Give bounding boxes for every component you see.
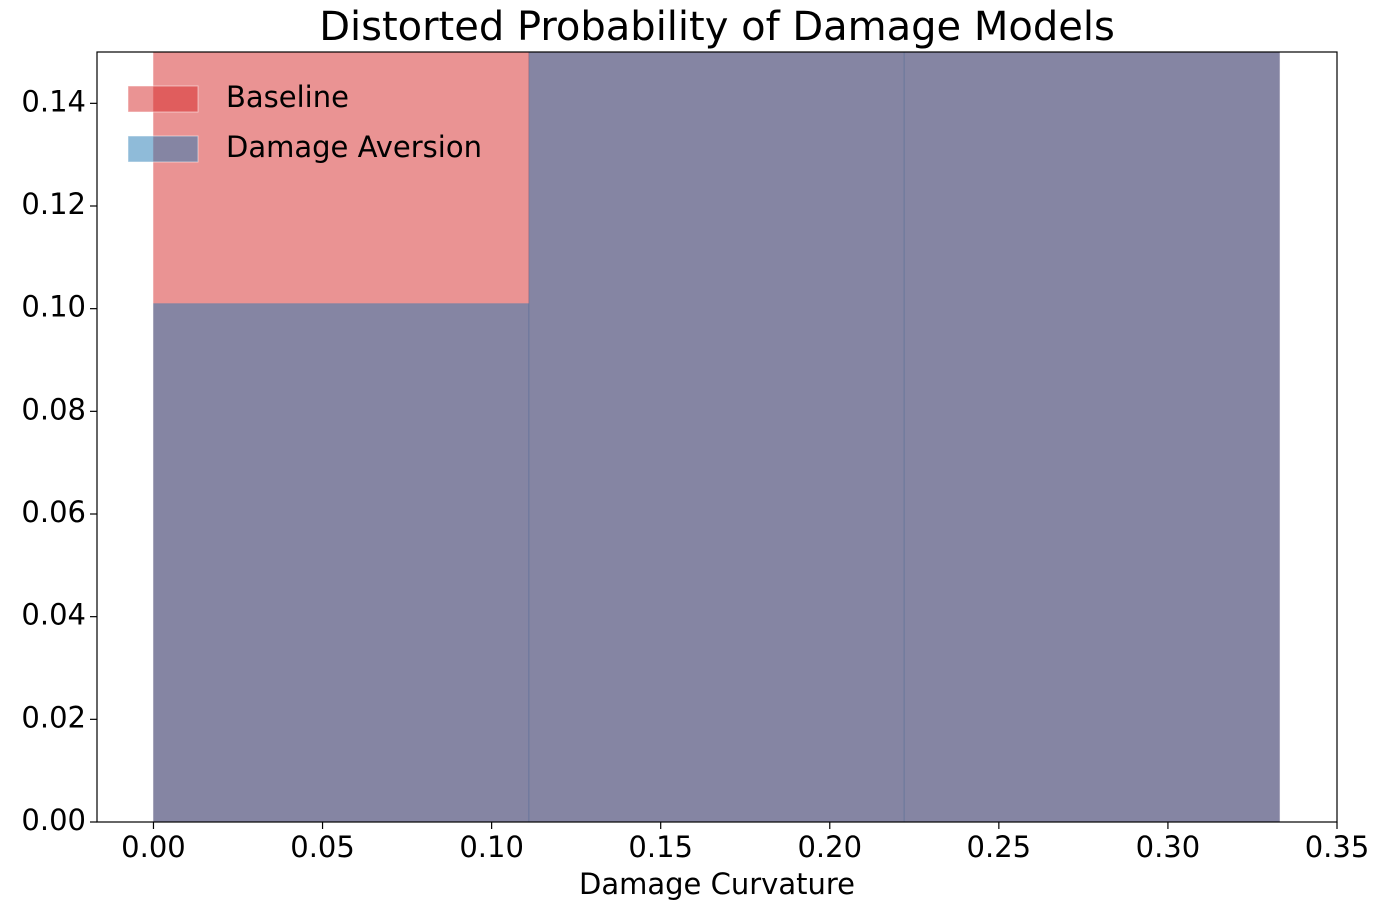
y-tick-label: 0.10: [21, 290, 86, 324]
chart-title: Distorted Probability of Damage Models: [319, 4, 1115, 50]
x-tick-label: 0.05: [290, 830, 355, 864]
y-tick-label: 0.12: [21, 187, 86, 221]
x-tick-label: 0.30: [1136, 830, 1201, 864]
plot-area: [152, 52, 1281, 822]
axes-frame: [96, 51, 1338, 823]
histogram-bar: [903, 52, 1281, 822]
x-tick-label: 0.00: [121, 830, 186, 864]
legend-swatch: [127, 135, 199, 163]
legend-label: Baseline: [226, 80, 349, 114]
x-tick-label: 0.15: [628, 830, 693, 864]
y-tick-label: 0.02: [21, 700, 86, 734]
x-tick-label: 0.35: [1305, 830, 1370, 864]
x-tick-label: 0.10: [459, 830, 524, 864]
x-tick-label: 0.20: [797, 830, 862, 864]
y-tick-label: 0.04: [21, 598, 86, 632]
y-tick-label: 0.08: [21, 392, 86, 426]
legend-label: Damage Aversion: [226, 130, 482, 164]
x-tick-label: 0.25: [967, 830, 1032, 864]
y-tick-label: 0.06: [21, 495, 86, 529]
y-tick-label: 0.00: [21, 803, 86, 837]
legend-swatch: [127, 85, 199, 113]
histogram-bar: [528, 52, 905, 822]
y-tick-label: 0.14: [21, 84, 86, 118]
x-axis-label: Damage Curvature: [579, 867, 855, 901]
histogram-bar: [152, 303, 530, 822]
